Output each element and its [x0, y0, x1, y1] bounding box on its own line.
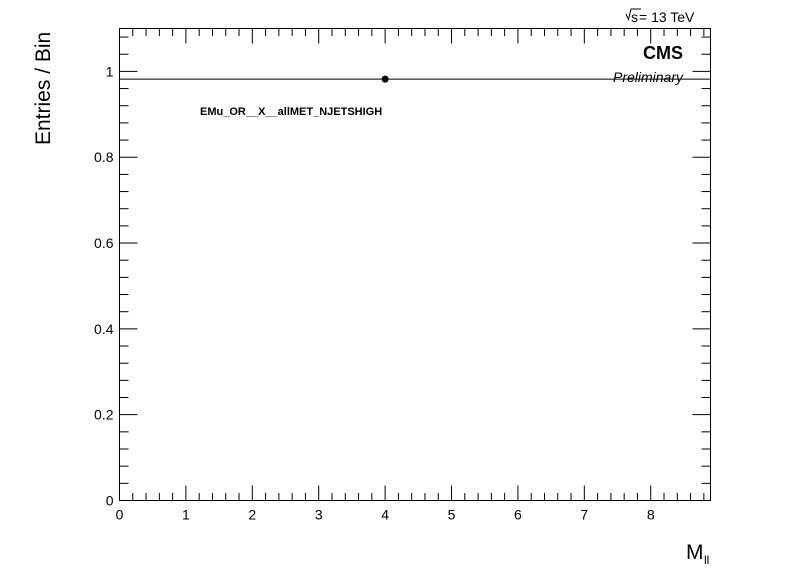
x-tick-label: 1	[182, 507, 190, 523]
x-axis-ticks	[119, 28, 705, 501]
y-tick-label: 0.2	[94, 407, 114, 423]
y-tick-label: 0.4	[94, 321, 114, 337]
data-point	[381, 75, 389, 83]
x-tick-label: 4	[381, 507, 389, 523]
x-tick-label: 6	[514, 507, 522, 523]
sqrt-symbol-icon	[625, 8, 641, 22]
plot-frame	[119, 28, 711, 501]
x-axis-title-main: M	[686, 541, 704, 564]
x-tick-label: 2	[248, 507, 256, 523]
x-axis-title: M ll	[686, 541, 709, 567]
y-tick-label: 0.8	[94, 149, 114, 165]
status-label: Preliminary	[613, 69, 684, 85]
x-tick-label: 3	[315, 507, 323, 523]
x-tick-label: 8	[647, 507, 655, 523]
series-layer	[119, 75, 711, 83]
x-tick-label: 5	[448, 507, 456, 523]
y-axis-tick-labels: 0 0.2 0.4 0.6 0.8 1	[94, 63, 114, 508]
energy-label: s = 13 TeV	[625, 8, 695, 25]
energy-value-text: = 13 TeV	[639, 9, 695, 25]
x-tick-label: 0	[116, 507, 124, 523]
y-axis-ticks	[119, 36, 711, 501]
y-tick-label: 0	[106, 493, 114, 509]
category-label: EMu_OR__X__allMET_NJETSHIGH	[200, 106, 382, 118]
x-axis-title-subscript: ll	[704, 553, 709, 567]
x-tick-label: 7	[580, 507, 588, 523]
energy-sqrt-text: s	[631, 9, 638, 25]
experiment-label: CMS	[643, 43, 683, 63]
y-tick-label: 1	[106, 63, 114, 79]
y-axis-title: Entries / Bin	[32, 32, 55, 145]
y-tick-label: 0.6	[94, 235, 114, 251]
x-axis-tick-labels: 0 1 2 3 4 5 6 7 8	[116, 507, 655, 523]
